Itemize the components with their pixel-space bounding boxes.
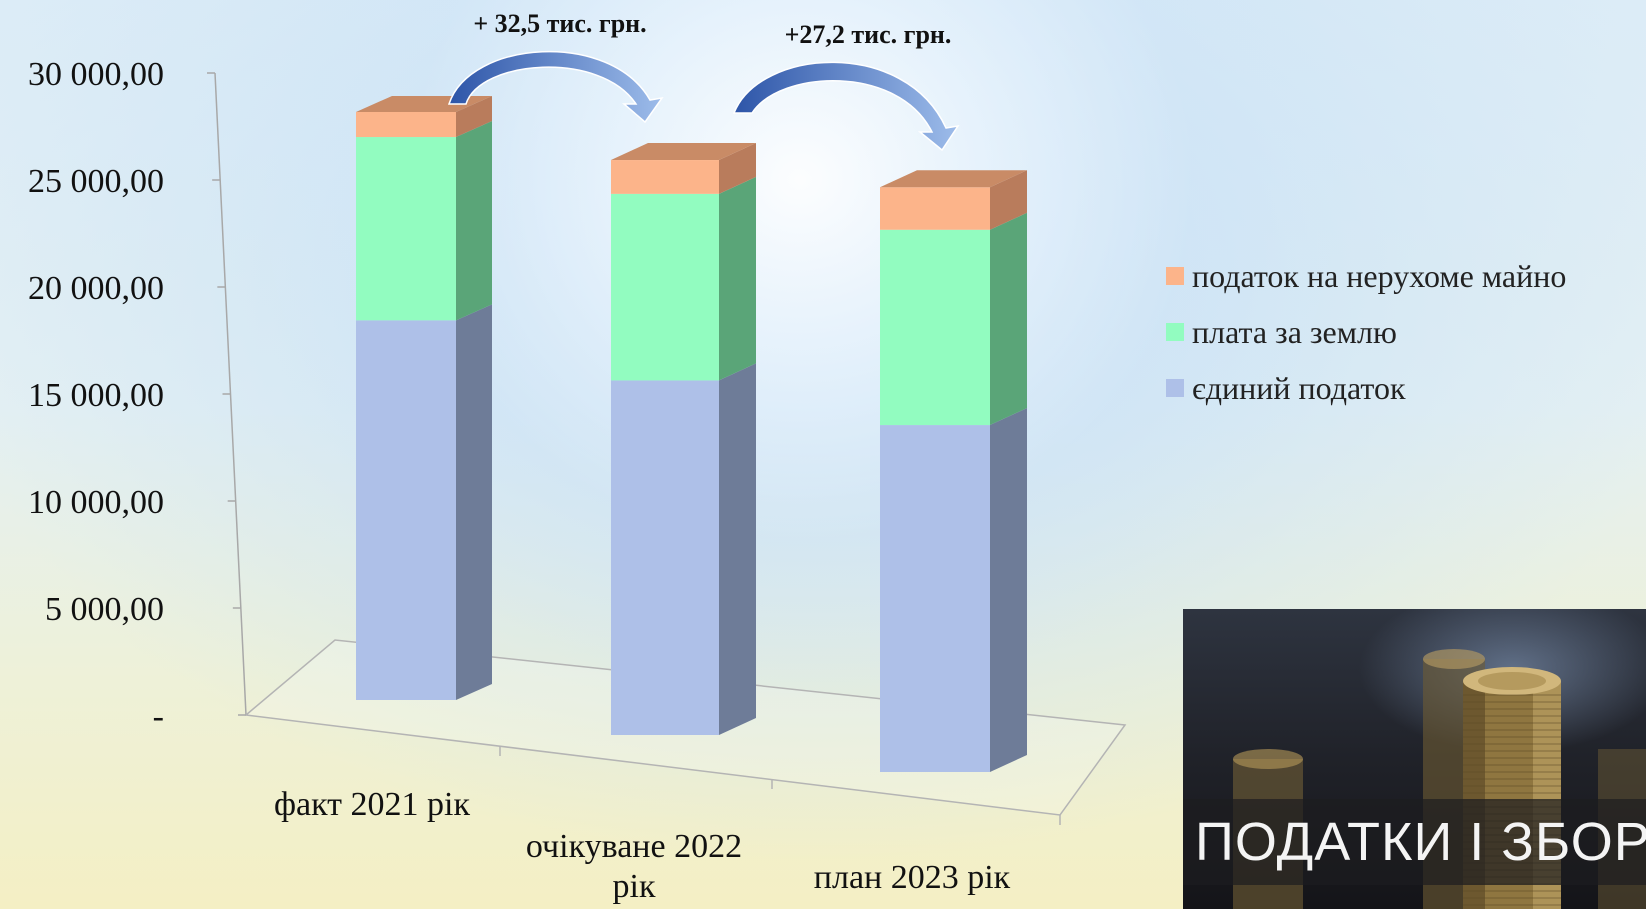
bar-plan-2023-series-2-side xyxy=(990,170,1027,230)
bar-fact-2021-series-1 xyxy=(356,121,492,321)
bar-plan-2023-series-0-front xyxy=(880,425,990,772)
bar-plan-2023-series-1-front xyxy=(880,229,990,426)
legend-item-property-tax: податок на нерухоме майно xyxy=(1166,248,1566,304)
bar-plan-2023-series-2 xyxy=(880,170,1027,230)
bar-expected-2022-series-2-top xyxy=(611,143,756,161)
y-tick-label: 25 000,00 xyxy=(28,163,164,200)
bar-fact-2021-series-0-side xyxy=(456,304,492,700)
change-annotation-2: +27,2 тис. грн. xyxy=(785,20,952,49)
x-category-label: факт 2021 рік xyxy=(274,786,470,823)
bar-expected-2022-series-1-front xyxy=(611,193,719,381)
y-tick-label: 5 000,00 xyxy=(45,591,164,628)
bar-fact-2021-series-1-front xyxy=(356,137,456,321)
y-tick-label: 20 000,00 xyxy=(28,270,164,307)
bar-fact-2021-series-0 xyxy=(356,304,492,700)
coins-photo: ПОДАТКИ І ЗБОРИ xyxy=(1183,609,1646,909)
y-tick-label: 10 000,00 xyxy=(28,484,164,521)
legend-swatch-land-fee xyxy=(1166,323,1184,341)
chart-legend: податок на нерухоме майно плата за землю… xyxy=(1166,248,1566,416)
bar-expected-2022-series-2 xyxy=(611,143,756,194)
bar-fact-2021-series-2-front xyxy=(356,111,456,138)
legend-label-land-fee: плата за землю xyxy=(1192,313,1397,350)
bar-expected-2022-series-0-front xyxy=(611,380,719,735)
bar-fact-2021-series-2-side xyxy=(456,95,492,138)
change-arrow-1 xyxy=(447,50,664,124)
x-category-label: план 2023 рік xyxy=(814,859,1011,896)
bar-expected-2022-series-0 xyxy=(611,363,756,735)
x-category-label-line: рік xyxy=(613,868,656,905)
change-annotation-1: + 32,5 тис. грн. xyxy=(473,9,646,38)
bar-expected-2022-series-1 xyxy=(611,176,756,381)
x-category-label: очікуване 2022 рік xyxy=(526,828,742,905)
bar-plan-2023-series-1-side xyxy=(990,212,1027,426)
photo-caption-bar: ПОДАТКИ І ЗБОРИ xyxy=(1183,799,1646,885)
bar-expected-2022-series-1-side xyxy=(719,176,756,381)
x-category-label-line: план 2023 рік xyxy=(814,859,1011,896)
bar-plan-2023-series-1 xyxy=(880,212,1027,426)
bar-expected-2022-series-2-front xyxy=(611,160,719,194)
chart-bars xyxy=(356,95,1027,772)
y-tick-label: 15 000,00 xyxy=(28,377,164,414)
change-annotations: + 32,5 тис. грн. +27,2 тис. грн. xyxy=(447,9,960,152)
x-category-label-line: факт 2021 рік xyxy=(274,786,470,823)
bar-plan-2023-series-2-front xyxy=(880,187,990,230)
legend-swatch-single-tax xyxy=(1166,379,1184,397)
legend-item-land-fee: плата за землю xyxy=(1166,304,1566,360)
bar-expected-2022-series-2-side xyxy=(719,143,756,194)
change-arrow-2 xyxy=(732,61,960,152)
y-tick-label: 30 000,00 xyxy=(28,56,164,93)
photo-caption: ПОДАТКИ І ЗБОРИ xyxy=(1195,812,1646,872)
legend-item-single-tax: єдиний податок xyxy=(1166,360,1566,416)
x-category-label-line: очікуване 2022 xyxy=(526,828,742,865)
bar-plan-2023-series-0 xyxy=(880,408,1027,772)
bar-expected-2022-series-0-side xyxy=(719,363,756,735)
bar-fact-2021-series-0-front xyxy=(356,320,456,700)
y-tick-label: - xyxy=(153,698,164,735)
bar-fact-2021-series-1-side xyxy=(456,121,492,321)
bar-plan-2023-series-0-side xyxy=(990,408,1027,772)
legend-swatch-property-tax xyxy=(1166,267,1184,285)
legend-label-single-tax: єдиний податок xyxy=(1192,369,1406,406)
bar-plan-2023-series-2-top xyxy=(880,170,1027,188)
legend-label-property-tax: податок на нерухоме майно xyxy=(1192,257,1567,294)
